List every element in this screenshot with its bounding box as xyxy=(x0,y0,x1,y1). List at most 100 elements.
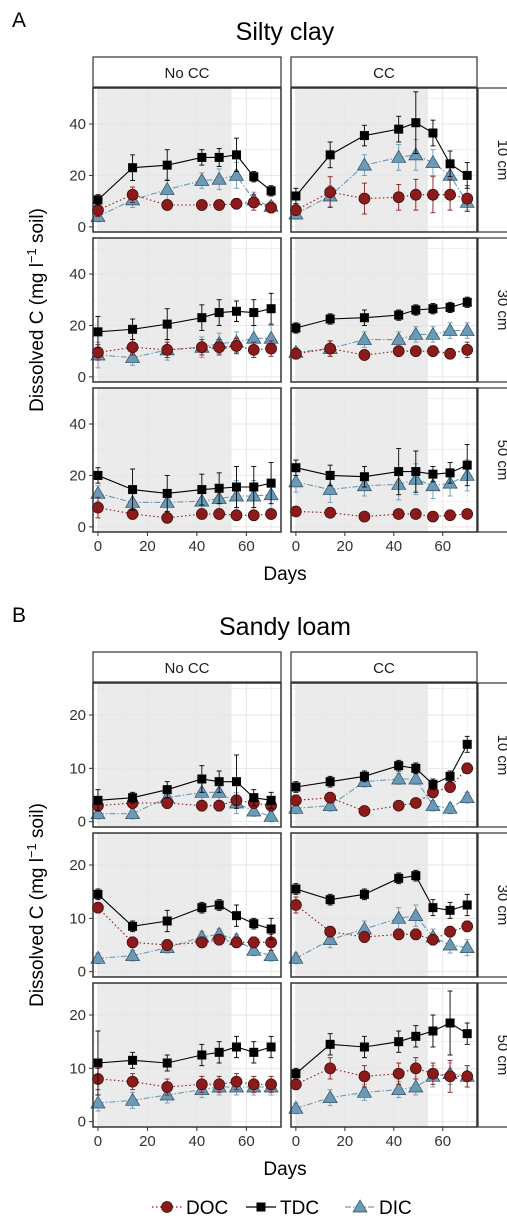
y-tick-label: 20 xyxy=(69,707,86,724)
point-tdc xyxy=(162,488,172,498)
point-tdc xyxy=(394,310,404,320)
point-tdc xyxy=(128,324,138,334)
x-tick-label: 0 xyxy=(292,1133,300,1150)
point-doc xyxy=(358,349,371,361)
facet-panel: 0 10 20 0 20 40 60 xyxy=(69,982,282,1150)
point-tdc xyxy=(462,460,472,470)
legend-label-tdc: TDC xyxy=(280,1198,319,1219)
point-dic xyxy=(288,800,304,814)
point-doc xyxy=(358,1070,371,1083)
point-doc xyxy=(392,191,405,204)
point-dic xyxy=(263,947,279,962)
panel-letter: B xyxy=(12,604,26,627)
point-tdc xyxy=(231,306,241,316)
point-tdc xyxy=(359,1042,369,1052)
point-dic xyxy=(425,154,441,168)
point-tdc xyxy=(411,467,421,477)
chart-title: Sandy loam xyxy=(219,613,351,641)
point-tdc xyxy=(325,777,335,787)
y-tick-label: 20 xyxy=(69,167,86,184)
x-tick-label: 0 xyxy=(292,538,300,555)
point-tdc xyxy=(325,314,335,324)
panel-letter: A xyxy=(12,9,26,32)
point-tdc xyxy=(162,1058,172,1068)
point-tdc xyxy=(428,779,438,789)
point-doc xyxy=(161,344,174,356)
legend-marker-doc xyxy=(161,1201,173,1213)
facet-panel: 0 20 40 60 xyxy=(288,982,478,1150)
shaded-period xyxy=(97,388,232,532)
point-tdc xyxy=(214,777,224,787)
point-tdc xyxy=(231,1042,241,1052)
panel-border xyxy=(290,87,478,233)
x-axis-label: Days xyxy=(263,564,306,585)
point-dic xyxy=(288,1100,304,1114)
row-strip-label: 10 cm xyxy=(494,735,507,776)
figure-b: B Sandy loam Dissolved C (mg l−1 soil) Days… xyxy=(12,604,507,1180)
y-tick-label: 20 xyxy=(69,857,86,874)
point-dic xyxy=(356,157,373,171)
point-doc xyxy=(213,199,226,211)
x-tick-label: 40 xyxy=(385,538,402,555)
y-tick-label: 10 xyxy=(69,760,86,777)
y-tick-label: 0 xyxy=(78,814,86,831)
point-dic xyxy=(356,331,373,345)
row-strip xyxy=(477,982,507,1128)
point-dic xyxy=(459,322,475,336)
x-tick-label: 20 xyxy=(336,1133,353,1150)
x-tick-label: 20 xyxy=(139,1133,156,1150)
point-dic xyxy=(288,950,304,964)
point-tdc xyxy=(291,191,301,201)
series-line-dic xyxy=(97,174,272,218)
point-tdc xyxy=(249,482,259,492)
legend-label-doc: DOC xyxy=(186,1198,228,1219)
point-tdc xyxy=(428,469,438,479)
y-tick-label: 40 xyxy=(69,116,86,133)
point-dic xyxy=(408,907,424,922)
point-doc xyxy=(161,1081,174,1093)
point-tdc xyxy=(462,1029,472,1039)
point-doc xyxy=(290,794,302,807)
point-tdc xyxy=(445,302,455,312)
facet-panel: 0 20 40 xyxy=(69,237,282,386)
point-dic xyxy=(124,947,141,962)
point-tdc xyxy=(445,159,455,169)
point-tdc xyxy=(462,170,472,180)
point-doc xyxy=(324,186,337,198)
point-dic xyxy=(124,805,141,820)
point-doc xyxy=(324,506,337,519)
point-doc xyxy=(290,505,302,518)
point-tdc xyxy=(162,785,172,795)
point-doc xyxy=(427,510,439,523)
point-doc xyxy=(195,936,208,949)
point-tdc xyxy=(231,777,241,787)
panel-border xyxy=(92,982,282,1128)
point-doc xyxy=(358,510,371,523)
point-tdc xyxy=(394,1037,404,1047)
point-doc xyxy=(324,925,337,938)
point-dic xyxy=(211,171,227,185)
point-tdc xyxy=(291,323,301,333)
point-tdc xyxy=(266,186,276,196)
point-tdc xyxy=(214,483,224,493)
point-doc xyxy=(392,799,405,812)
point-tdc xyxy=(93,795,103,805)
chart-title: Silty clay xyxy=(236,18,335,46)
point-doc xyxy=(92,901,104,914)
series-line-doc xyxy=(97,194,272,211)
point-tdc xyxy=(197,485,207,495)
point-dic xyxy=(90,950,106,964)
point-doc xyxy=(213,508,226,520)
point-dic xyxy=(288,474,304,488)
point-tdc xyxy=(411,305,421,315)
point-tdc xyxy=(93,470,103,480)
row-strip xyxy=(477,87,507,233)
point-tdc xyxy=(266,478,276,488)
point-doc xyxy=(126,1075,139,1088)
panel-border xyxy=(290,237,478,383)
point-doc xyxy=(230,197,243,210)
column-strip xyxy=(92,56,282,88)
point-doc xyxy=(247,344,260,356)
x-tick-label: 20 xyxy=(139,538,156,555)
point-doc xyxy=(161,939,174,951)
